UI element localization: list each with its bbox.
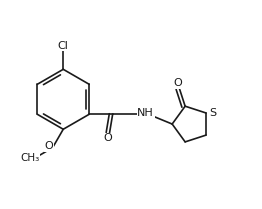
Text: CH₃: CH₃ — [20, 153, 40, 163]
Text: O: O — [174, 78, 182, 88]
Text: O: O — [104, 133, 113, 143]
Text: Cl: Cl — [58, 41, 69, 51]
Text: S: S — [209, 108, 216, 118]
Text: NH: NH — [137, 108, 154, 118]
Text: O: O — [45, 141, 53, 152]
